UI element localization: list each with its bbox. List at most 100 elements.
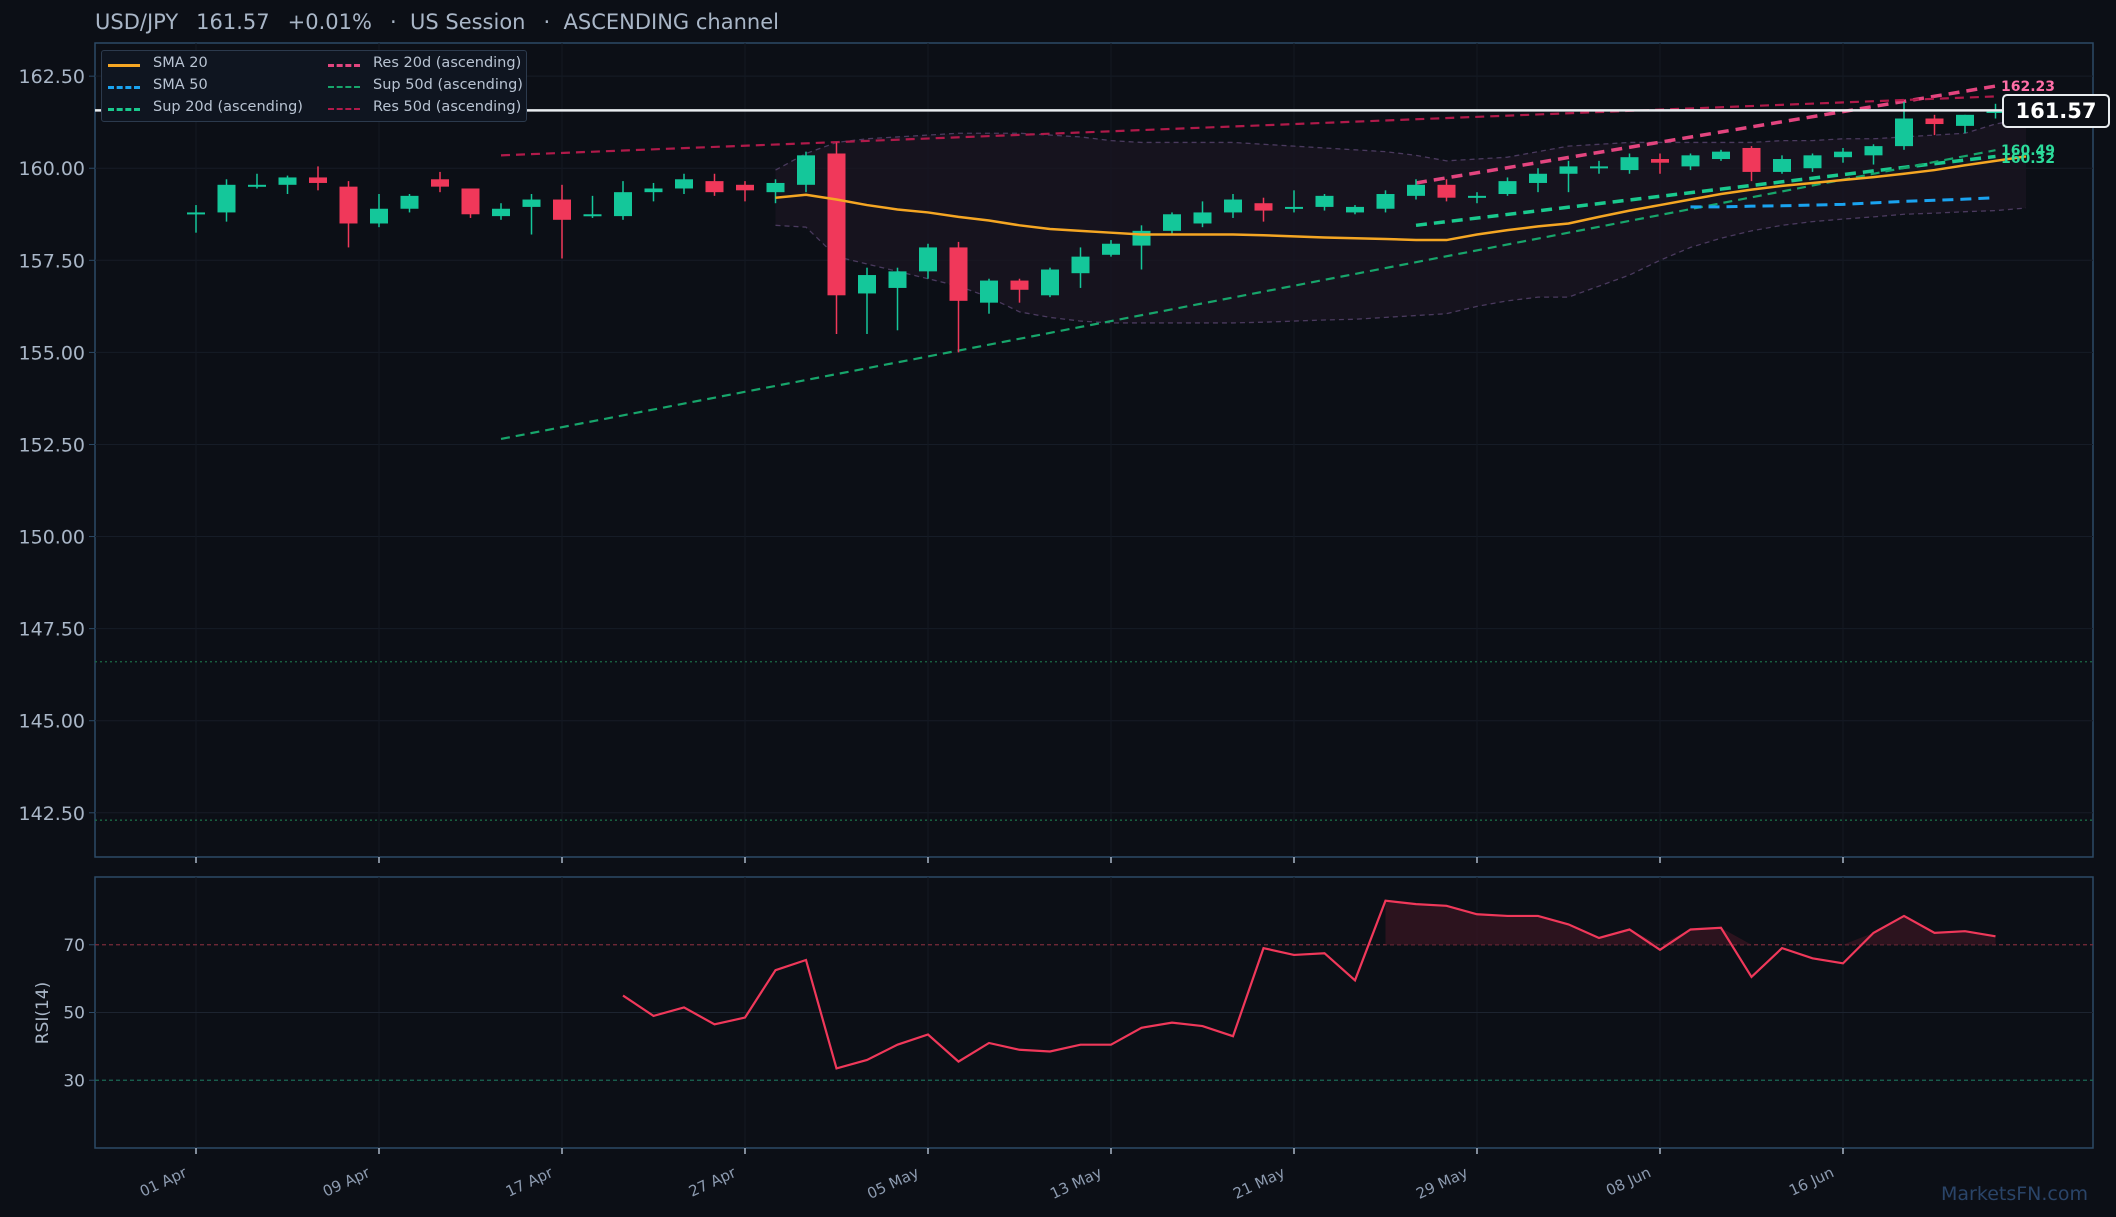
header-symbol: USD/JPY bbox=[95, 10, 179, 34]
sma50-line bbox=[1690, 196, 1996, 209]
header-pattern: · ASCENDING channel bbox=[543, 10, 779, 34]
y-tick-label: 162.50 bbox=[19, 66, 85, 88]
candle bbox=[1224, 194, 1242, 218]
candle-body bbox=[766, 182, 785, 193]
candle-body bbox=[1712, 151, 1730, 160]
candle bbox=[1468, 192, 1486, 204]
rsi-tick-label: 70 bbox=[63, 936, 85, 956]
candle-body bbox=[1559, 166, 1578, 174]
candle-body bbox=[1590, 166, 1608, 169]
candle-body bbox=[583, 214, 602, 217]
candle-body bbox=[858, 275, 876, 294]
candle-body bbox=[1407, 184, 1425, 196]
candle bbox=[1193, 201, 1212, 228]
candle bbox=[339, 181, 358, 248]
x-tick-label: 21 May bbox=[1230, 1163, 1287, 1203]
candle-body bbox=[217, 184, 236, 213]
trendline-res-50d-ascending- bbox=[500, 95, 1996, 157]
candle bbox=[858, 267, 876, 334]
candle bbox=[492, 203, 510, 220]
candle bbox=[248, 173, 266, 189]
header-session: · US Session bbox=[389, 10, 526, 34]
candle bbox=[1437, 179, 1456, 202]
candle-body bbox=[1529, 173, 1547, 183]
trendline-sup-20d-ascending- bbox=[1415, 154, 1996, 228]
candle-body bbox=[492, 208, 510, 217]
candle bbox=[1803, 153, 1822, 172]
candle-body bbox=[1681, 155, 1700, 167]
candle-body bbox=[1803, 155, 1822, 169]
candle bbox=[1102, 240, 1120, 257]
x-tick-label: 05 May bbox=[864, 1163, 921, 1203]
candle-body bbox=[1041, 269, 1059, 296]
candle bbox=[1651, 153, 1669, 174]
y-tick-label: 152.50 bbox=[19, 434, 85, 456]
candle-body bbox=[1620, 157, 1639, 171]
candle-body bbox=[949, 247, 968, 301]
candle-body bbox=[553, 199, 571, 220]
candle bbox=[1407, 179, 1425, 200]
x-tick-label: 08 Jun bbox=[1603, 1163, 1653, 1199]
x-tick-label: 27 Apr bbox=[686, 1163, 740, 1201]
candle bbox=[1376, 190, 1395, 213]
candle-body bbox=[644, 188, 663, 193]
candle-body bbox=[1498, 181, 1517, 195]
candle bbox=[187, 205, 205, 233]
candle-body bbox=[309, 177, 327, 183]
candle bbox=[1834, 147, 1852, 163]
candle bbox=[1742, 146, 1761, 182]
candle-body bbox=[1315, 195, 1334, 207]
header-change: +0.01% bbox=[287, 10, 372, 34]
rsi-line bbox=[622, 899, 1996, 1070]
candle-body bbox=[1986, 110, 2005, 113]
candle-body bbox=[248, 184, 266, 187]
candle bbox=[736, 181, 754, 202]
candle bbox=[1712, 149, 1730, 161]
candle-body bbox=[1895, 118, 1913, 147]
y-tick-label: 160.00 bbox=[19, 158, 85, 180]
candle-body bbox=[1376, 194, 1395, 209]
candle-body bbox=[400, 195, 419, 209]
candle bbox=[217, 179, 236, 222]
right-level-label: 160.32 bbox=[2001, 151, 2055, 167]
y-tick-label: 147.50 bbox=[19, 619, 85, 641]
trendline-sup-50d-ascending- bbox=[500, 149, 1996, 441]
chart-legend: SMA 20 SMA 50 Sup 20d (ascending) Res 20… bbox=[101, 50, 527, 122]
candle-body bbox=[675, 179, 693, 189]
y-tick-label: 150.00 bbox=[19, 527, 85, 549]
candle-body bbox=[339, 186, 358, 224]
watermark: MarketsFN.com bbox=[1941, 1183, 2088, 1205]
candle-body bbox=[431, 179, 449, 187]
candle bbox=[1285, 190, 1303, 213]
x-tick-label: 13 May bbox=[1047, 1163, 1104, 1203]
sma20-line bbox=[775, 155, 2027, 242]
candle-body bbox=[1651, 159, 1669, 163]
candle bbox=[1559, 160, 1578, 193]
candle bbox=[888, 267, 907, 331]
candle bbox=[309, 166, 327, 191]
y-tick-label: 145.00 bbox=[19, 711, 85, 733]
y-tick-label: 157.50 bbox=[19, 250, 85, 272]
y-tick-label: 142.50 bbox=[19, 803, 85, 825]
last-price-tag: 161.57 bbox=[2002, 94, 2110, 129]
candle-body bbox=[1102, 243, 1120, 255]
candle-body bbox=[736, 184, 754, 191]
candle bbox=[949, 241, 968, 353]
candle bbox=[797, 151, 815, 193]
candle bbox=[370, 194, 388, 228]
candle bbox=[980, 278, 998, 314]
candle-body bbox=[1742, 147, 1761, 172]
bollinger-upper bbox=[775, 117, 2027, 171]
candle bbox=[1925, 114, 1944, 136]
candle bbox=[278, 175, 297, 195]
rsi-tick-label: 30 bbox=[63, 1071, 85, 1091]
candle-body bbox=[278, 177, 297, 185]
x-tick-label: 01 Apr bbox=[137, 1163, 191, 1201]
candle bbox=[1071, 247, 1090, 288]
candle-body bbox=[919, 247, 937, 272]
candle bbox=[1163, 212, 1181, 235]
header-price: 161.57 bbox=[196, 10, 270, 34]
candle bbox=[1590, 160, 1608, 174]
